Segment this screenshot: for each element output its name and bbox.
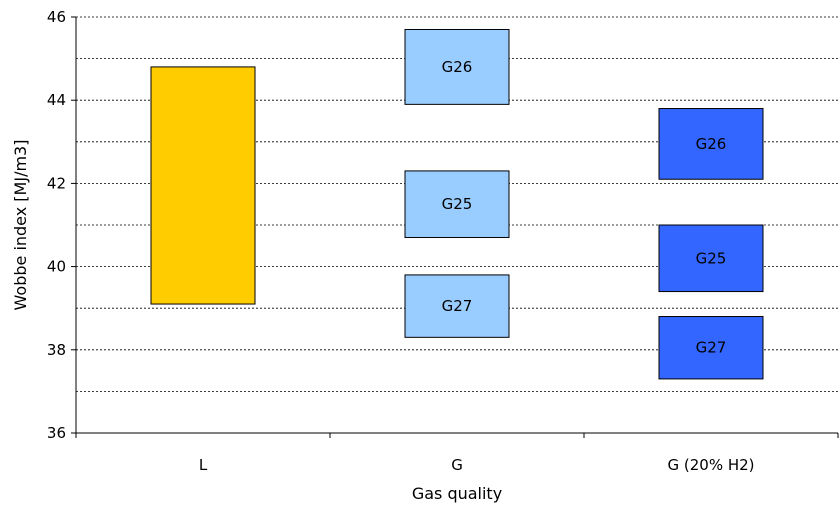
bar <box>404 274 510 338</box>
y-tick-label: 38 <box>47 341 66 359</box>
bar-label: G26 <box>442 58 473 76</box>
bar <box>658 224 764 293</box>
x-axis-title: Gas quality <box>412 484 502 503</box>
bar <box>658 316 764 380</box>
bar-label: G26 <box>696 135 727 153</box>
x-tick-label: L <box>199 456 208 474</box>
bar-label: G25 <box>696 249 727 267</box>
bars <box>150 28 764 380</box>
bar <box>150 66 256 305</box>
axes <box>71 16 839 438</box>
bar <box>404 28 510 105</box>
bar-label: G25 <box>442 195 473 213</box>
y-tick-label: 46 <box>47 8 66 26</box>
y-axis-title: Wobbe index [MJ/m3] <box>11 140 30 311</box>
bar-label: G27 <box>442 297 473 315</box>
bar-label: G27 <box>696 339 727 357</box>
labels: Gas quality Wobbe index [MJ/m3] 36 38 40 42… <box>11 8 755 503</box>
y-tick-label: 36 <box>47 424 66 442</box>
y-tick-label: 40 <box>47 258 66 276</box>
bar <box>658 108 764 180</box>
x-tick-label: G <box>451 456 463 474</box>
bar <box>404 170 510 238</box>
y-tick-label: 44 <box>47 91 66 109</box>
x-tick-label: G (20% H2) <box>667 456 754 474</box>
y-tick-label: 42 <box>47 174 66 192</box>
